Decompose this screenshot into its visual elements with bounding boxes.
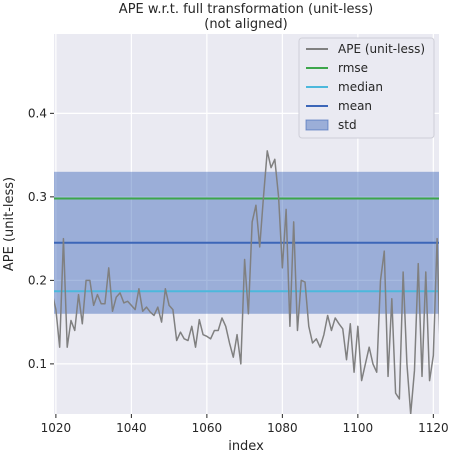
legend-box	[298, 37, 435, 139]
y-tick-label: 0.4	[28, 106, 47, 120]
x-tick-label: 1020	[41, 421, 72, 435]
legend-label: std	[338, 118, 357, 132]
x-axis-label: index	[228, 439, 264, 454]
legend-label: APE (unit-less)	[338, 42, 425, 56]
chart-title-line-2: (not aligned)	[204, 17, 288, 32]
legend: APE (unit-less) rmse median mean std	[298, 37, 435, 139]
x-tick-label: 1120	[418, 421, 449, 435]
y-axis-label: APE (unit-less)	[2, 177, 17, 271]
ape-series	[54, 150, 439, 414]
chart-title-line-1: APE w.r.t. full transformation (unit-les…	[119, 2, 373, 17]
y-tick-label: 0.2	[28, 273, 47, 287]
legend-label: mean	[338, 99, 372, 113]
legend-label: median	[338, 80, 383, 94]
ape-line-path	[54, 150, 439, 414]
x-tick-label: 1080	[267, 421, 298, 435]
x-axis-ticks: 1020 1040 1060 1080 1100 1120	[41, 414, 449, 435]
x-tick-label: 1040	[116, 421, 147, 435]
y-tick-label: 0.3	[28, 190, 47, 204]
legend-label: rmse	[338, 61, 368, 75]
x-tick-label: 1100	[343, 421, 374, 435]
x-tick-label: 1060	[192, 421, 223, 435]
y-axis-ticks: 0.1 0.2 0.3 0.4	[28, 106, 54, 371]
legend-swatch-std	[305, 119, 329, 131]
y-tick-label: 0.1	[28, 357, 47, 371]
